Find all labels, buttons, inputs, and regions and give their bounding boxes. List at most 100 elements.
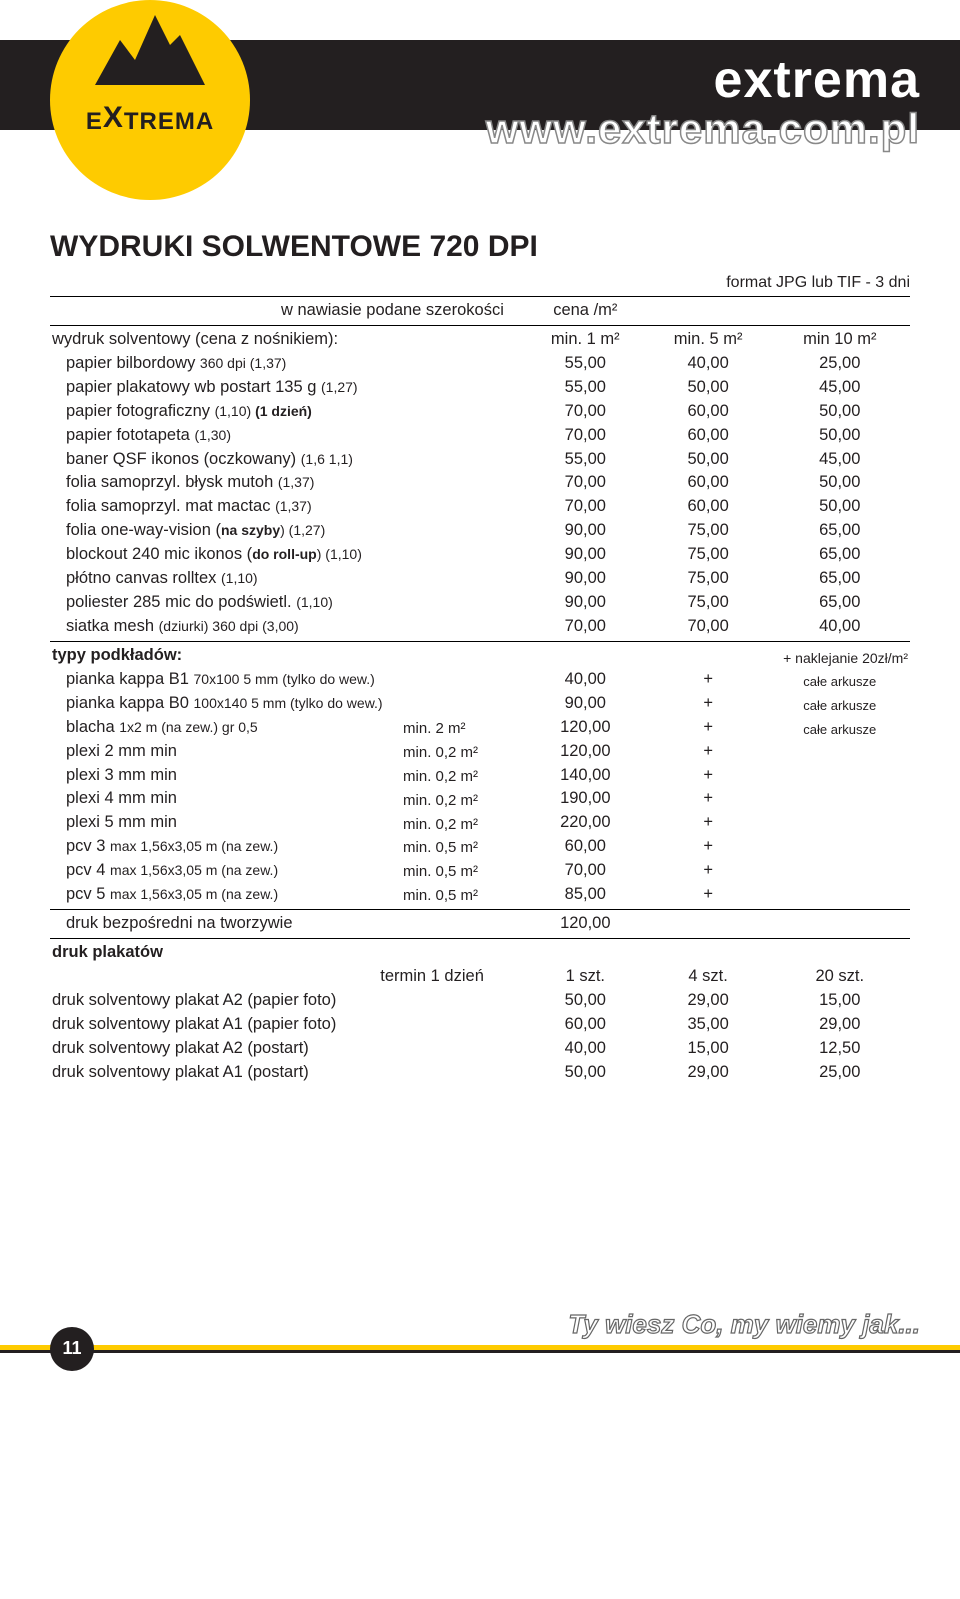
plakaty-c1: 1 szt. [524,965,647,989]
table-cell: 190,00 [524,787,647,811]
table-cell: 90,00 [524,543,647,567]
table-cell: 70,00 [524,615,647,639]
podklad-last-v: 120,00 [524,912,647,936]
table-cell: 60,00 [524,1013,647,1037]
table-cell: + [647,692,770,716]
table-row-label: poliester 285 mic do podświetl. (1,10) [50,591,524,615]
table-cell: 220,00 [524,811,647,835]
table-row-label: siatka mesh (dziurki) 360 dpi (3,00) [50,615,524,639]
table-cell: 15,00 [770,989,910,1013]
table-cell: 60,00 [647,495,770,519]
table-cell [401,668,524,692]
table-cell: 70,00 [524,471,647,495]
main-label: wydruk solventowy (cena z nośnikiem): [50,328,524,352]
table-cell: 75,00 [647,519,770,543]
table-cell: 29,00 [647,989,770,1013]
table-cell: + [647,859,770,883]
table-cell [770,811,910,835]
content: WYDRUKI SOLWENTOWE 720 DPI format JPG lu… [0,130,960,1125]
footer-bar [0,1345,960,1353]
table-cell: 65,00 [770,519,910,543]
table-cell: 40,00 [770,615,910,639]
table-cell: 50,00 [647,448,770,472]
table-cell: 35,00 [647,1013,770,1037]
table-cell: 55,00 [524,352,647,376]
subheader-left: w nawiasie podane szerokości [50,299,524,323]
table-cell: min. 0,5 m² [401,835,524,859]
table-row-label: pianka kappa B0 100x140 5 mm (tylko do w… [50,692,401,716]
podklad-note: + naklejanie 20zł/m² [647,644,910,668]
page-title: WYDRUKI SOLWENTOWE 720 DPI [50,230,910,264]
table-cell: + [647,811,770,835]
table-cell: całe arkusze [770,668,910,692]
table-row-label: pcv 3 max 1,56x3,05 m (na zew.) [50,835,401,859]
subheader-unit: cena /m² [524,299,647,323]
table-row-label: pcv 5 max 1,56x3,05 m (na zew.) [50,883,401,907]
logo-text: EXTREMA [86,103,214,137]
table-cell: 29,00 [647,1061,770,1085]
table-cell: 90,00 [524,591,647,615]
table-cell: 50,00 [647,376,770,400]
table-cell: min. 0,5 m² [401,859,524,883]
col-min1: min. 1 m² [524,328,647,352]
table-cell: 70,00 [524,495,647,519]
plakaty-c2: 4 szt. [647,965,770,989]
table-row-label: pianka kappa B1 70x100 5 mm (tylko do we… [50,668,401,692]
table-cell: 75,00 [647,567,770,591]
table-cell: 70,00 [524,400,647,424]
table-cell [770,883,910,907]
page-number: 11 [50,1327,94,1371]
table-cell [770,835,910,859]
table-row-label: blockout 240 mic ikonos (do roll-up) (1,… [50,543,524,567]
table-cell: 85,00 [524,883,647,907]
table-cell: 70,00 [524,424,647,448]
table-cell [770,740,910,764]
table-cell: 65,00 [770,567,910,591]
table-cell [770,764,910,788]
mountain-icon [85,10,215,90]
table-cell: 90,00 [524,567,647,591]
table-cell: 40,00 [524,668,647,692]
price-table: w nawiasie podane szerokości cena /m² [50,299,910,323]
table-cell: + [647,740,770,764]
podklad-table: typy podkładów: + naklejanie 20zł/m² pia… [50,644,910,907]
table-cell: + [647,835,770,859]
table-row-label: folia samoprzyl. mat mactac (1,37) [50,495,524,519]
table-row-label: druk solventowy plakat A2 (papier foto) [50,989,524,1013]
table-cell: 50,00 [770,471,910,495]
table-cell: 25,00 [770,352,910,376]
table-cell: 55,00 [524,376,647,400]
table-row-label: papier bilbordowy 360 dpi (1,37) [50,352,524,376]
table-cell: min. 0,2 m² [401,811,524,835]
url-text: www.extrema.com.pl [486,105,920,153]
table-cell: 90,00 [524,692,647,716]
logo-circle: EXTREMA [50,0,250,200]
table-cell [770,787,910,811]
brand-title: extrema [714,50,920,110]
table-cell: 65,00 [770,591,910,615]
table-cell: + [647,787,770,811]
table-cell: 50,00 [524,1061,647,1085]
table-cell: + [647,716,770,740]
table-row-label: plexi 4 mm min [50,787,401,811]
table-cell: + [647,668,770,692]
footer: Ty wiesz Co, my wiemy jak... 11 [0,1345,960,1405]
main-table: wydruk solventowy (cena z nośnikiem): mi… [50,328,910,639]
table-cell: + [647,883,770,907]
table-cell: 50,00 [770,400,910,424]
table-cell: całe arkusze [770,716,910,740]
table-cell: 15,00 [647,1037,770,1061]
table-cell [401,692,524,716]
table-row-label: druk solventowy plakat A1 (postart) [50,1061,524,1085]
table-cell: 40,00 [524,1037,647,1061]
table-cell: 60,00 [647,471,770,495]
table-row-label: druk solventowy plakat A1 (papier foto) [50,1013,524,1037]
table-row-label: baner QSF ikonos (oczkowany) (1,6 1,1) [50,448,524,472]
table-cell: 50,00 [524,989,647,1013]
table-cell: 25,00 [770,1061,910,1085]
table-cell: 60,00 [647,424,770,448]
table-cell: 60,00 [647,400,770,424]
table-cell: 45,00 [770,376,910,400]
plakaty-sub: termin 1 dzień [50,965,524,989]
plakaty-c3: 20 szt. [770,965,910,989]
